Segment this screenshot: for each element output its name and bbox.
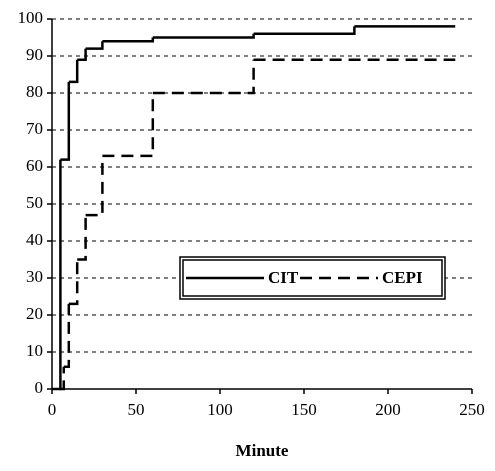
step-segment xyxy=(77,215,87,261)
y-tick-label: 40 xyxy=(26,230,43,249)
y-tick-label: 60 xyxy=(26,156,43,175)
y-tick-label: 0 xyxy=(35,378,44,397)
x-tick-label: 50 xyxy=(128,400,145,419)
legend-box-inner xyxy=(182,259,443,297)
step-segment xyxy=(102,37,155,43)
step-segment xyxy=(60,366,66,391)
step-segment xyxy=(52,159,62,391)
x-tick-label: 100 xyxy=(207,400,233,419)
y-tick-label: 50 xyxy=(26,193,43,212)
legend-label: CIT xyxy=(268,268,299,287)
y-tick-label: 80 xyxy=(26,82,43,101)
step-segment xyxy=(253,26,356,36)
step-segment xyxy=(77,48,87,61)
step-segment xyxy=(60,81,71,161)
x-tick-label: 150 xyxy=(291,400,317,419)
x-tick-label: 0 xyxy=(48,400,57,419)
step-segment xyxy=(152,59,255,95)
step-segment xyxy=(85,155,104,217)
y-tick-label: 100 xyxy=(18,8,44,27)
step-segment xyxy=(85,41,104,50)
x-axis-label: Minute xyxy=(236,441,289,460)
x-tick-label: 200 xyxy=(375,400,401,419)
y-tick-label: 70 xyxy=(26,119,43,138)
y-tick-label: 10 xyxy=(26,341,43,360)
y-tick-label: 20 xyxy=(26,304,43,323)
step-segment xyxy=(152,33,255,39)
step-segment xyxy=(63,303,71,369)
legend-label: CEPI xyxy=(382,268,423,287)
step-segment xyxy=(102,93,155,158)
step-segment xyxy=(68,259,79,306)
y-tick-label: 90 xyxy=(26,45,43,64)
x-tick-label: 250 xyxy=(459,400,485,419)
step-segment xyxy=(68,59,79,84)
y-tick-label: 30 xyxy=(26,267,43,286)
